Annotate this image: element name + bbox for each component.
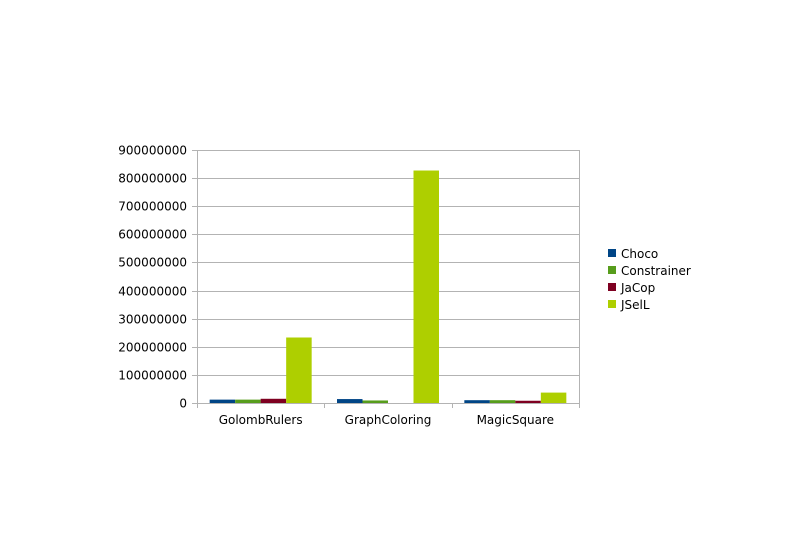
- bar-jacop-magicsquare: [515, 400, 541, 403]
- y-tick-label: 800000000: [118, 172, 187, 186]
- gridlines: [197, 150, 579, 376]
- legend-swatch-choco: [608, 249, 616, 257]
- category-label: GraphColoring: [345, 413, 432, 427]
- bar-choco-magicsquare: [464, 400, 490, 403]
- y-tick-label: 500000000: [118, 256, 187, 270]
- legend-swatch-constrainer: [608, 266, 616, 274]
- legend-swatch-jacop: [608, 283, 616, 291]
- y-tick-label: 0: [179, 397, 187, 411]
- category-label: MagicSquare: [477, 413, 555, 427]
- bar-constrainer-magicsquare: [489, 400, 516, 403]
- legend-label-constrainer: Constrainer: [621, 264, 691, 278]
- bar-choco-graphcoloring: [337, 399, 363, 403]
- category-labels: GolombRulers GraphColoring MagicSquare: [219, 413, 554, 427]
- bar-jacop-golombrulers: [260, 398, 287, 403]
- legend-label-choco: Choco: [621, 247, 658, 261]
- bar-jsell-golombrulers: [286, 337, 312, 403]
- category-label: GolombRulers: [219, 413, 303, 427]
- bar-jsell-magicsquare: [540, 392, 567, 403]
- y-tick-label: 700000000: [118, 200, 187, 214]
- bars: [209, 170, 567, 403]
- legend-label-jacop: JaCop: [620, 281, 655, 295]
- legend-swatch-jsell: [608, 300, 616, 308]
- y-tick-label: 400000000: [118, 285, 187, 299]
- y-tick-label: 900000000: [118, 144, 187, 158]
- y-tick-labels: 0 100000000 200000000 300000000 400000000 500…: [118, 144, 187, 411]
- y-tick-label: 300000000: [118, 313, 187, 327]
- axes: [192, 150, 580, 408]
- bar-constrainer-graphcoloring: [362, 400, 388, 403]
- legend: Choco Constrainer JaCop JSelL: [608, 247, 691, 312]
- bar-constrainer-golombrulers: [235, 399, 261, 403]
- y-tick-label: 600000000: [118, 228, 187, 242]
- bar-jsell-graphcoloring: [413, 170, 439, 403]
- plot-area-border: [197, 150, 580, 404]
- y-tick-label: 200000000: [118, 341, 187, 355]
- legend-label-jsell: JSelL: [620, 298, 650, 312]
- bar-choco-golombrulers: [209, 399, 236, 403]
- y-tick-label: 100000000: [118, 369, 187, 383]
